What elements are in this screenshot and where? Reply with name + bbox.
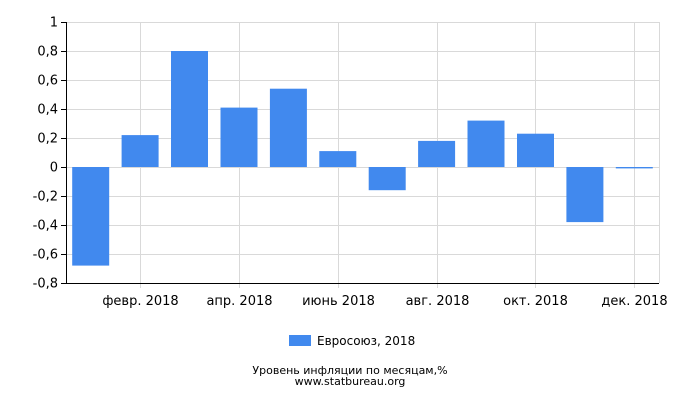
y-tick-label: 0,2 (37, 132, 58, 147)
bar-8 (418, 140, 456, 167)
y-tick-label: -0,8 (33, 277, 58, 292)
y-tick-label: -0,4 (33, 219, 58, 234)
bar-9 (467, 120, 505, 167)
x-tick-label: июнь 2018 (302, 294, 375, 309)
bar-6 (319, 151, 357, 167)
x-tick-label: дек. 2018 (601, 294, 667, 309)
y-tick-label: 0,4 (37, 103, 58, 118)
bar-7 (368, 167, 406, 191)
bar-2 (121, 135, 159, 167)
bar-4 (220, 107, 258, 167)
legend-swatch (289, 335, 311, 346)
x-tick-label: окт. 2018 (503, 294, 568, 309)
bar-10 (517, 133, 554, 167)
source-url: www.statbureau.org (295, 375, 406, 388)
bar-3 (171, 51, 208, 167)
chart-caption: Уровень инфляции по месяцам,% (252, 364, 447, 377)
y-tick-label: 1 (50, 16, 58, 31)
legend: Евросоюз, 2018 (289, 334, 415, 348)
y-tick-label: -0,2 (33, 190, 58, 205)
y-tick-label: 0 (50, 161, 58, 176)
y-tick-label: 0,6 (37, 74, 58, 89)
axes (61, 22, 659, 284)
y-tick-label: -0,6 (33, 248, 58, 263)
bars (72, 51, 653, 266)
x-tick-label: авг. 2018 (406, 294, 470, 309)
bar-11 (566, 167, 604, 223)
y-tick-label: 0,8 (37, 45, 58, 60)
y-axis-tick-labels: 1 0,8 0,6 0,4 0,2 0 -0,2 -0,4 -0,6 -0,8 (33, 16, 58, 292)
x-axis-tick-labels: февр. 2018 апр. 2018 июнь 2018 авг. 2018 окт… (102, 294, 667, 309)
x-tick-label: февр. 2018 (102, 294, 178, 309)
bar-12 (615, 167, 653, 169)
bar-5 (269, 88, 307, 167)
legend-label: Евросоюз, 2018 (317, 334, 415, 348)
bar-1 (72, 167, 110, 266)
x-tick-label: апр. 2018 (206, 294, 272, 309)
